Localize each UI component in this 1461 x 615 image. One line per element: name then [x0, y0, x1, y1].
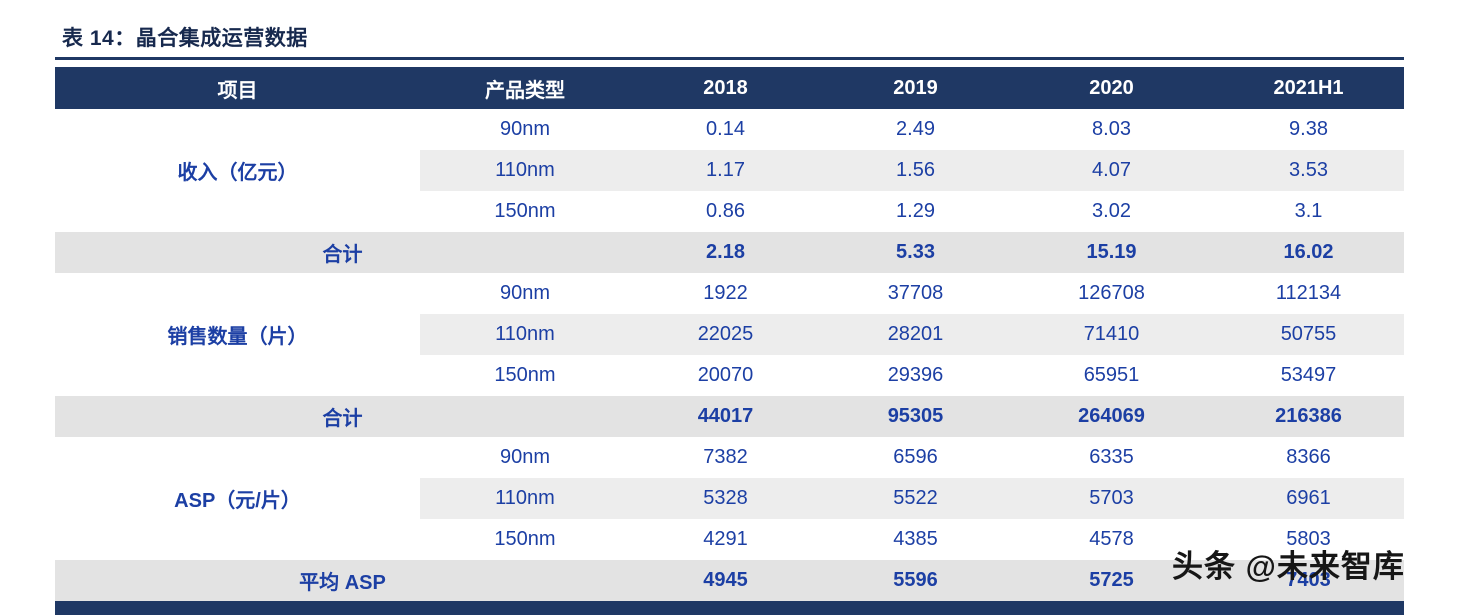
- cell-product-type: 150nm: [494, 528, 556, 550]
- cell-value: 6335: [1089, 446, 1134, 468]
- header-cell-2018: 2018: [703, 76, 748, 99]
- table-row: ASP（元/片） 90nm 7382 6596 6335 8366: [55, 437, 1404, 512]
- cell-value: 7382: [703, 446, 748, 468]
- cell-total-value: 4945: [703, 569, 748, 591]
- cell-value: 53497: [1280, 364, 1337, 386]
- cell-value: 65951: [1083, 364, 1140, 386]
- cell-total-value: 5596: [893, 569, 938, 591]
- cell-value: 4385: [893, 528, 938, 550]
- cell-value: 37708: [887, 282, 944, 304]
- cell-value: 28201: [887, 323, 944, 345]
- cell-value: 5703: [1089, 487, 1134, 509]
- cell-product-type: 110nm: [495, 487, 555, 509]
- cell-value: 2.49: [896, 118, 935, 140]
- table-bottom-border: [55, 601, 1404, 615]
- cell-value: 1.56: [896, 159, 935, 181]
- cell-value: 0.14: [706, 118, 745, 140]
- cell-value: 3.1: [1294, 200, 1323, 222]
- cell-total-value: 216386: [1275, 405, 1342, 427]
- cell-value: 50755: [1280, 323, 1337, 345]
- cell-product-type: 150nm: [494, 200, 556, 222]
- header-cell-2019: 2019: [893, 76, 938, 99]
- header-cell-2021h1: 2021H1: [1273, 76, 1344, 99]
- header-cell-product-type: 产品类型: [485, 79, 565, 102]
- cell-value: 126708: [1078, 282, 1145, 304]
- title-rule: [55, 57, 1404, 60]
- cell-value: 112134: [1275, 282, 1342, 304]
- cell-product-type: 110nm: [495, 159, 555, 181]
- cell-total-value: 5.33: [896, 241, 935, 263]
- cell-group-name: 销售数量（片）: [167, 326, 308, 348]
- table-total-row: 平均 ASP 4945 5596 5725 7403: [55, 560, 1404, 601]
- cell-value: 5803: [1286, 528, 1331, 550]
- cell-total-value: 2.18: [706, 241, 745, 263]
- cell-product-type: 90nm: [499, 282, 551, 304]
- cell-value: 22025: [697, 323, 754, 345]
- cell-total-value: 15.19: [1086, 241, 1137, 263]
- table-header-row: 项目 产品类型 2018 2019 2020 2021H1: [55, 67, 1404, 109]
- cell-value: 4578: [1089, 528, 1134, 550]
- table-total-row: 合计 44017 95305 264069 216386: [55, 396, 1404, 437]
- cell-total-value: 95305: [887, 405, 944, 427]
- cell-total-value: 16.02: [1283, 241, 1334, 263]
- operations-data-table: 项目 产品类型 2018 2019 2020 2021H1 收入（亿元） 90n…: [55, 67, 1404, 601]
- cell-value: 29396: [887, 364, 944, 386]
- cell-product-type: 150nm: [494, 364, 556, 386]
- header-cell-2020: 2020: [1089, 76, 1134, 99]
- cell-value: 4291: [703, 528, 748, 550]
- cell-value: 8366: [1286, 446, 1331, 468]
- cell-value: 5522: [893, 487, 938, 509]
- cell-value: 4.07: [1092, 159, 1131, 181]
- cell-group-name: 收入（亿元）: [177, 162, 298, 184]
- table-title: 表 14：晶合集成运营数据: [62, 27, 308, 50]
- cell-total-label: 合计: [322, 408, 363, 430]
- cell-group-name: ASP（元/片）: [174, 490, 301, 512]
- cell-value: 20070: [697, 364, 754, 386]
- table-row: 收入（亿元） 90nm 0.14 2.49 8.03 9.38: [55, 109, 1404, 184]
- cell-value: 8.03: [1092, 118, 1131, 140]
- cell-product-type: 110nm: [495, 323, 555, 345]
- table-total-row: 合计 2.18 5.33 15.19 16.02: [55, 232, 1404, 273]
- cell-value: 6961: [1286, 487, 1331, 509]
- cell-value: 6596: [893, 446, 938, 468]
- cell-value: 1.17: [706, 159, 745, 181]
- cell-value: 1922: [703, 282, 748, 304]
- header-cell-item: 项目: [217, 79, 258, 102]
- cell-value: 0.86: [706, 200, 745, 222]
- cell-total-value: 7403: [1286, 569, 1331, 591]
- cell-total-value: 5725: [1089, 569, 1134, 591]
- cell-value: 3.02: [1092, 200, 1131, 222]
- cell-total-label: 合计: [322, 244, 363, 266]
- cell-value: 3.53: [1289, 159, 1328, 181]
- cell-total-value: 264069: [1078, 405, 1145, 427]
- cell-value: 5328: [703, 487, 748, 509]
- table-row: 销售数量（片） 90nm 1922 37708 126708 112134: [55, 273, 1404, 348]
- cell-value: 9.38: [1289, 118, 1328, 140]
- cell-product-type: 90nm: [499, 118, 551, 140]
- cell-total-value: 44017: [697, 405, 754, 427]
- cell-total-label: 平均 ASP: [299, 572, 386, 594]
- cell-product-type: 90nm: [499, 446, 551, 468]
- watermark-text: 头条 @未来智库: [1172, 549, 1405, 584]
- cell-value: 71410: [1083, 323, 1140, 345]
- cell-value: 1.29: [896, 200, 935, 222]
